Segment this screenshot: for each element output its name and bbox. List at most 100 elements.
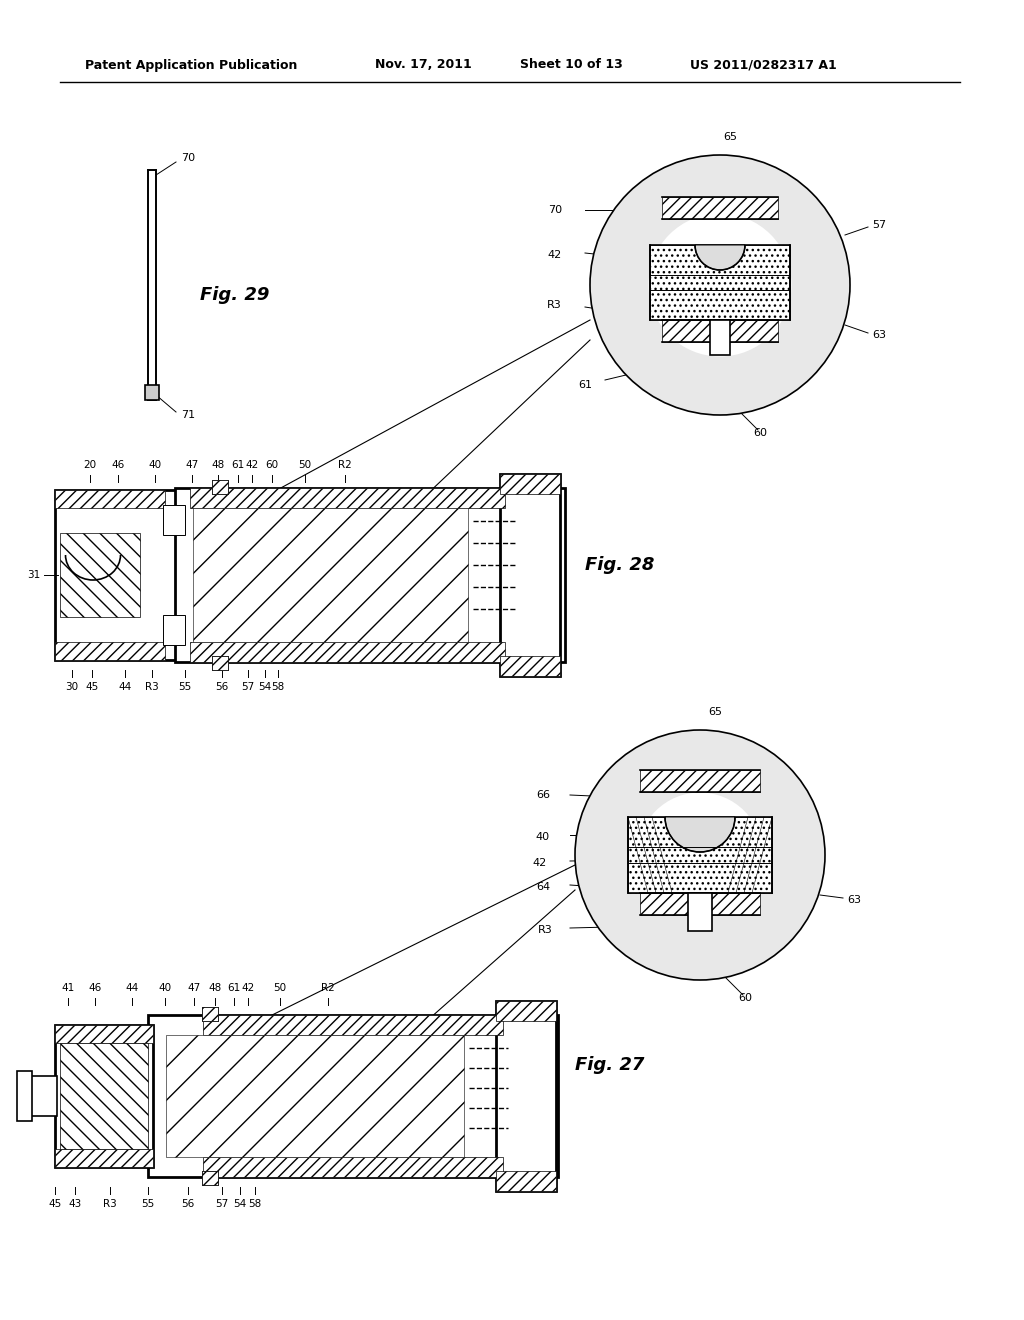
Bar: [190, 488, 505, 508]
Text: 57: 57: [872, 220, 886, 230]
Bar: [17, 1071, 32, 1121]
Text: Fig. 27: Fig. 27: [575, 1056, 645, 1074]
Text: 61: 61: [231, 459, 245, 470]
Bar: [500, 474, 560, 494]
Text: 47: 47: [185, 459, 199, 470]
Bar: [496, 1001, 556, 1191]
Text: 66: 66: [536, 789, 550, 800]
Text: 42: 42: [246, 459, 259, 470]
Bar: [500, 474, 560, 676]
Text: 50: 50: [273, 983, 287, 993]
Bar: [190, 642, 505, 663]
Text: 64: 64: [536, 882, 550, 892]
Text: 42: 42: [532, 858, 547, 869]
Bar: [203, 1015, 503, 1035]
Text: 50: 50: [298, 459, 311, 470]
Text: Nov. 17, 2011: Nov. 17, 2011: [375, 58, 472, 71]
Text: 58: 58: [271, 682, 285, 692]
Text: R3: R3: [547, 300, 562, 310]
Text: 54: 54: [233, 1199, 247, 1209]
Bar: [650, 246, 790, 319]
Bar: [202, 1007, 218, 1020]
Bar: [628, 817, 772, 894]
Bar: [640, 770, 760, 792]
Text: 42: 42: [548, 249, 562, 260]
Bar: [688, 894, 712, 931]
Text: R3: R3: [145, 682, 159, 692]
Text: Fig. 29: Fig. 29: [201, 286, 269, 304]
Wedge shape: [665, 817, 735, 851]
Bar: [60, 533, 140, 616]
Text: 48: 48: [211, 459, 224, 470]
Bar: [60, 1043, 148, 1148]
Bar: [500, 656, 560, 676]
Bar: [55, 1026, 153, 1043]
Text: 63: 63: [847, 895, 861, 906]
Text: 57: 57: [242, 682, 255, 692]
Bar: [163, 506, 185, 535]
Bar: [55, 1026, 153, 1167]
Text: 47: 47: [187, 983, 201, 993]
Bar: [662, 319, 778, 342]
Bar: [166, 1035, 464, 1158]
Text: Fig. 28: Fig. 28: [586, 556, 654, 574]
Text: 31: 31: [27, 570, 40, 579]
Bar: [163, 615, 185, 645]
Bar: [710, 319, 730, 355]
Text: 46: 46: [112, 459, 125, 470]
Circle shape: [575, 730, 825, 979]
Text: 63: 63: [872, 330, 886, 341]
Text: R2: R2: [322, 983, 335, 993]
Text: 40: 40: [536, 832, 550, 842]
Text: 60: 60: [265, 459, 279, 470]
Bar: [496, 1001, 556, 1020]
Text: 70: 70: [181, 153, 195, 162]
Text: 40: 40: [159, 983, 172, 993]
Bar: [55, 642, 165, 660]
Text: 58: 58: [249, 1199, 261, 1209]
Text: 20: 20: [83, 459, 96, 470]
Text: 60: 60: [753, 428, 767, 438]
Text: 55: 55: [141, 1199, 155, 1209]
Bar: [202, 1007, 218, 1020]
Bar: [55, 490, 185, 660]
Text: 48: 48: [208, 983, 221, 993]
Text: 42: 42: [242, 983, 255, 993]
Text: 56: 56: [215, 682, 228, 692]
Text: 61: 61: [227, 983, 241, 993]
Text: R2: R2: [338, 459, 352, 470]
Text: Sheet 10 of 13: Sheet 10 of 13: [520, 58, 623, 71]
Bar: [55, 490, 165, 508]
Text: 41: 41: [61, 983, 75, 993]
Bar: [203, 1158, 503, 1177]
Bar: [145, 385, 159, 400]
Text: 71: 71: [181, 411, 195, 420]
Bar: [175, 488, 565, 663]
Text: 44: 44: [125, 983, 138, 993]
Text: 65: 65: [708, 708, 722, 717]
Bar: [193, 508, 468, 642]
Bar: [55, 1148, 153, 1167]
Bar: [640, 894, 760, 915]
Text: 40: 40: [148, 459, 162, 470]
Bar: [496, 1171, 556, 1191]
Bar: [148, 1015, 558, 1177]
Text: R3: R3: [539, 925, 553, 935]
Wedge shape: [695, 246, 745, 271]
Text: 61: 61: [578, 380, 592, 389]
Text: 30: 30: [66, 682, 79, 692]
Text: 45: 45: [85, 682, 98, 692]
Text: 60: 60: [738, 993, 752, 1003]
Text: 45: 45: [48, 1199, 61, 1209]
Text: US 2011/0282317 A1: US 2011/0282317 A1: [690, 58, 837, 71]
Bar: [628, 817, 772, 894]
Text: 44: 44: [119, 682, 132, 692]
Text: Patent Application Publication: Patent Application Publication: [85, 58, 297, 71]
Text: 56: 56: [181, 1199, 195, 1209]
Bar: [202, 1171, 218, 1185]
Text: 43: 43: [69, 1199, 82, 1209]
Text: 65: 65: [723, 132, 737, 143]
Bar: [212, 480, 228, 494]
Circle shape: [648, 214, 792, 356]
Text: 46: 46: [88, 983, 101, 993]
